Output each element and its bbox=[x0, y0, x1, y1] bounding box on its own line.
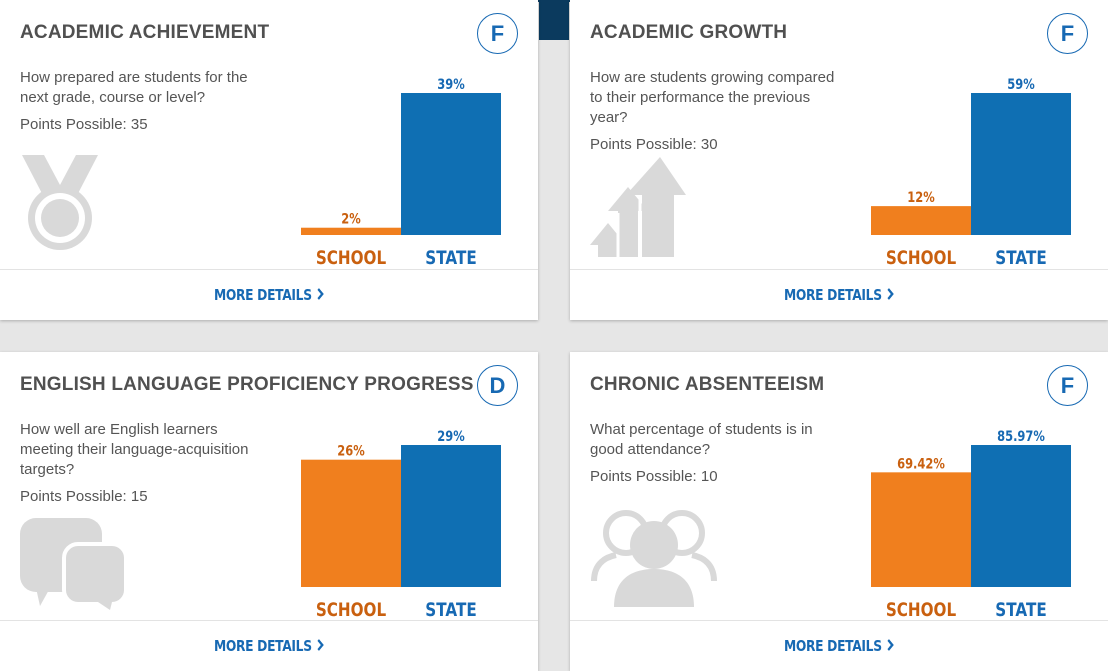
card-question: How prepared are students for the next g… bbox=[20, 69, 248, 106]
points-possible: Points Possible: 30 bbox=[590, 136, 718, 153]
category-label-state: STATE bbox=[995, 599, 1046, 621]
more-details-label: MORE DETAILS bbox=[783, 286, 882, 304]
card-title: ACADEMIC GROWTH bbox=[590, 22, 788, 43]
bar-state bbox=[401, 93, 501, 235]
points-possible: Points Possible: 35 bbox=[20, 116, 148, 133]
more-details-label: MORE DETAILS bbox=[213, 637, 312, 655]
card-question: How well are English learners meeting th… bbox=[20, 421, 249, 478]
category-label-state: STATE bbox=[995, 247, 1046, 269]
bar-state bbox=[971, 93, 1071, 235]
card-footer: MORE DETAILS bbox=[570, 269, 1108, 320]
grade-badge: F bbox=[477, 13, 518, 54]
bar-school bbox=[871, 472, 971, 587]
bar-school bbox=[301, 227, 401, 235]
data-label-state: 85.97% bbox=[997, 429, 1045, 445]
medal-icon bbox=[22, 155, 98, 250]
growth-arrows-icon bbox=[590, 157, 686, 257]
card-academic-achievement: ACADEMIC ACHIEVEMENT F How prepared are … bbox=[0, 0, 538, 320]
data-label-state: 39% bbox=[437, 77, 465, 93]
bar-state bbox=[401, 445, 501, 587]
bar-school bbox=[301, 459, 401, 587]
chevron-right-icon bbox=[317, 286, 324, 304]
card-english-language-proficiency: ENGLISH LANGUAGE PROFICIENCY PROGRESS D … bbox=[0, 352, 538, 671]
grade-badge: D bbox=[477, 365, 518, 406]
grade-badge: F bbox=[1047, 365, 1088, 406]
bar-chart: 69.42% SCHOOL 85.97% STATE bbox=[871, 429, 1071, 622]
chevron-right-icon bbox=[887, 637, 894, 655]
category-label-school: SCHOOL bbox=[886, 247, 956, 269]
category-label-school: SCHOOL bbox=[316, 599, 386, 621]
card-title: CHRONIC ABSENTEEISM bbox=[590, 374, 825, 395]
more-details-link[interactable]: MORE DETAILS bbox=[618, 286, 1059, 304]
bar-chart: 2% SCHOOL 39% STATE bbox=[301, 77, 501, 270]
bar-chart: 26% SCHOOL 29% STATE bbox=[301, 429, 501, 622]
grade-badge: F bbox=[1047, 13, 1088, 54]
bar-school bbox=[871, 206, 971, 235]
bar-chart: 12% SCHOOL 59% STATE bbox=[871, 77, 1071, 270]
data-label-school: 2% bbox=[341, 212, 361, 228]
card-question: How are students growing compared to the… bbox=[590, 69, 835, 126]
card-academic-growth: ACADEMIC GROWTH F How are students growi… bbox=[570, 0, 1108, 320]
card-title: ENGLISH LANGUAGE PROFICIENCY PROGRESS bbox=[20, 374, 474, 395]
more-details-link[interactable]: MORE DETAILS bbox=[48, 286, 489, 304]
category-label-school: SCHOOL bbox=[886, 599, 956, 621]
more-details-link[interactable]: MORE DETAILS bbox=[618, 637, 1059, 655]
speech-bubbles-icon bbox=[20, 518, 126, 610]
card-footer: MORE DETAILS bbox=[0, 620, 538, 671]
category-label-state: STATE bbox=[425, 599, 476, 621]
data-label-state: 59% bbox=[1007, 77, 1035, 93]
category-label-school: SCHOOL bbox=[316, 247, 386, 269]
card-footer: MORE DETAILS bbox=[570, 620, 1108, 671]
data-label-state: 29% bbox=[437, 429, 465, 445]
card-footer: MORE DETAILS bbox=[0, 269, 538, 320]
top-accent-tab bbox=[539, 0, 569, 40]
chevron-right-icon bbox=[317, 637, 324, 655]
points-possible: Points Possible: 15 bbox=[20, 488, 148, 505]
data-label-school: 26% bbox=[337, 444, 365, 460]
card-chronic-absenteeism: CHRONIC ABSENTEEISM F What percentage of… bbox=[570, 352, 1108, 671]
bar-state bbox=[971, 445, 1071, 587]
card-title: ACADEMIC ACHIEVEMENT bbox=[20, 22, 270, 43]
data-label-school: 69.42% bbox=[897, 456, 945, 472]
category-label-state: STATE bbox=[425, 247, 476, 269]
more-details-label: MORE DETAILS bbox=[783, 637, 882, 655]
more-details-label: MORE DETAILS bbox=[213, 286, 312, 304]
card-question: What percentage of students is in good a… bbox=[590, 421, 813, 458]
points-possible: Points Possible: 10 bbox=[590, 468, 718, 485]
data-label-school: 12% bbox=[907, 190, 935, 206]
chevron-right-icon bbox=[887, 286, 894, 304]
people-icon bbox=[591, 510, 717, 607]
more-details-link[interactable]: MORE DETAILS bbox=[48, 637, 489, 655]
